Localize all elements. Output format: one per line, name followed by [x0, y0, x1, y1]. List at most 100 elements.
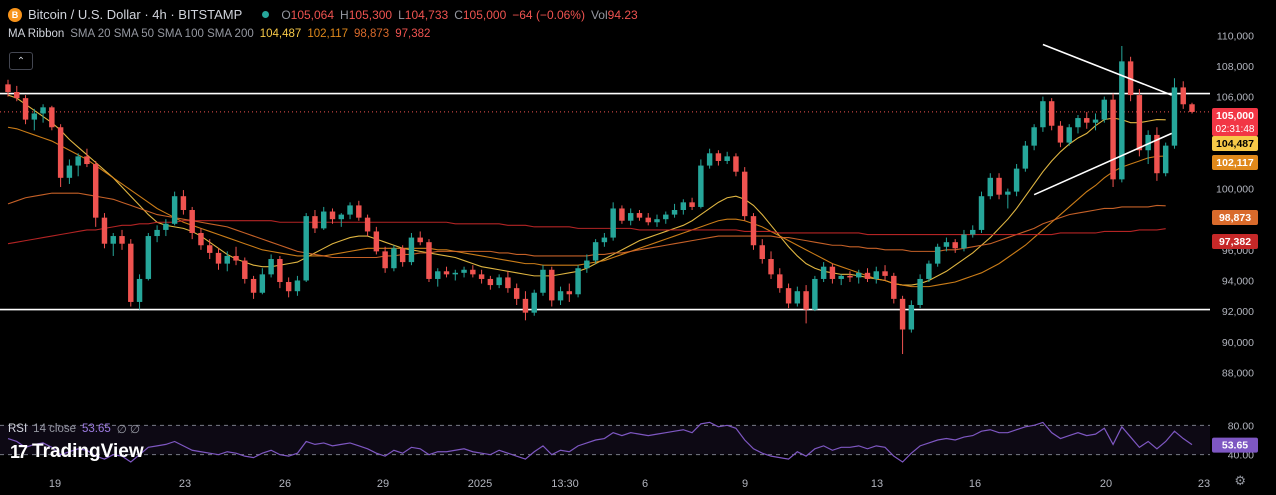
candle-body — [312, 216, 318, 229]
candle-body — [961, 234, 967, 249]
candle-body — [601, 237, 608, 243]
candle-body — [92, 164, 99, 218]
candle-body — [785, 288, 792, 304]
candle-body — [540, 269, 546, 293]
candle-body — [812, 278, 818, 310]
candle-body — [610, 208, 616, 238]
candle-body — [356, 205, 362, 218]
candle-body — [75, 156, 81, 166]
bitcoin-icon: B — [8, 7, 22, 22]
sma20-value: 104,487 — [259, 28, 302, 40]
ma-ribbon-legend[interactable]: MA Ribbon SMA 20 SMA 50 SMA 100 SMA 200 … — [8, 28, 430, 40]
candle-body — [180, 196, 187, 210]
candle-body — [636, 213, 643, 218]
time-axis-tick-label: 29 — [377, 478, 389, 490]
candle-body — [1092, 119, 1099, 123]
candle-body — [996, 177, 1002, 195]
candle-body — [443, 271, 450, 275]
candle-body — [242, 260, 248, 279]
candle-body — [803, 291, 809, 310]
rsi-name[interactable]: RSI — [8, 423, 28, 435]
price-axis-label-text: 98,873 — [1219, 212, 1251, 224]
candle-body — [952, 242, 958, 249]
settings-gear-icon[interactable]: ⚙ — [1234, 473, 1246, 488]
time-axis-tick-label: 9 — [742, 478, 748, 490]
candle-body — [584, 260, 590, 269]
tradingview-logo[interactable]: 17 TradingView — [10, 441, 144, 463]
candle-body — [224, 255, 230, 264]
candle-body — [461, 269, 467, 273]
countdown-label-text: 02:31:48 — [1216, 124, 1255, 135]
candle-body — [487, 278, 494, 286]
candle-body — [1162, 145, 1169, 174]
candle-body — [829, 266, 836, 279]
candle-body — [1154, 134, 1160, 174]
candle-body — [592, 242, 599, 261]
candle-body — [364, 217, 371, 232]
market-status-icon[interactable] — [262, 11, 270, 18]
candle-body — [198, 232, 204, 246]
high-value: 105,300 — [348, 7, 393, 22]
candle-body — [22, 98, 29, 120]
candle-body — [1005, 191, 1011, 195]
candle-body — [627, 213, 634, 221]
candle-body — [417, 237, 423, 243]
price-axis-label-text: 104,487 — [1216, 138, 1254, 150]
price-axis-label — [1212, 136, 1258, 151]
collapse-legend-button[interactable]: ⌃ — [9, 52, 33, 70]
price-axis-tick-label: 100,000 — [1216, 184, 1254, 196]
rsi-legend[interactable]: RSI 14 close 53.65 ∅ ∅ — [8, 422, 140, 436]
time-axis-tick-label: 13:30 — [551, 478, 579, 490]
candle-body — [549, 269, 555, 301]
candle-body — [171, 196, 178, 224]
candle-body — [820, 266, 827, 279]
time-axis-tick-label: 2025 — [468, 478, 492, 490]
candle-body — [329, 211, 336, 220]
price-axis-label — [1212, 155, 1258, 170]
candle-body — [391, 248, 397, 269]
ma-ribbon-name[interactable]: MA Ribbon — [8, 28, 65, 40]
candle-body — [452, 272, 459, 275]
candle-body — [1101, 99, 1108, 120]
candle-body — [408, 237, 415, 263]
candle-body — [1075, 118, 1081, 128]
price-axis-tick-label: 106,000 — [1216, 92, 1254, 104]
candle-body — [724, 156, 730, 161]
rsi-params: 14 close — [33, 423, 77, 435]
rsi-line — [7, 421, 1193, 463]
candle-body — [1119, 61, 1125, 180]
triangle-upper-trendline — [1042, 43, 1172, 96]
candle-body — [84, 156, 90, 165]
vol-label: Vol — [590, 7, 608, 22]
candle-body — [399, 248, 406, 263]
candle-body — [706, 153, 713, 166]
price-axis-label — [1212, 108, 1258, 136]
candle-body — [1189, 104, 1195, 112]
candle-body — [49, 107, 55, 128]
candle-body — [513, 288, 520, 299]
ma-line-sma200 — [7, 220, 1166, 245]
candle-body — [899, 298, 906, 330]
symbol-legend[interactable]: B Bitcoin / U.S. Dollar · 4h · BITSTAMP … — [8, 7, 638, 22]
symbol-title[interactable]: Bitcoin / U.S. Dollar · 4h · BITSTAMP — [28, 7, 243, 22]
candle-body — [110, 236, 116, 244]
candle-body — [522, 298, 529, 313]
candle-body — [435, 271, 441, 279]
candle-body — [873, 271, 879, 279]
candle-body — [382, 251, 388, 269]
candle-body — [496, 277, 502, 286]
candle-body — [741, 171, 748, 217]
low-label: L — [398, 7, 405, 22]
ma-ribbon-params: SMA 20 SMA 50 SMA 100 SMA 200 — [70, 28, 254, 40]
open-label: O — [281, 7, 291, 22]
candle-body — [645, 217, 651, 223]
candle-body — [1048, 101, 1055, 126]
candle-body — [250, 278, 257, 293]
candle-body — [277, 259, 283, 283]
sma200-value: 97,382 — [395, 28, 431, 40]
time-axis-tick-label: 23 — [179, 478, 191, 490]
price-axis-label-text: 105,000 — [1216, 110, 1254, 122]
candle-body — [777, 274, 783, 289]
